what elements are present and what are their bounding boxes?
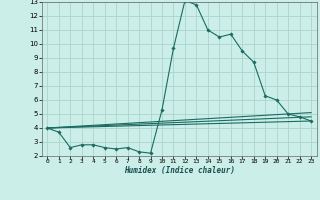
X-axis label: Humidex (Indice chaleur): Humidex (Indice chaleur) <box>124 166 235 175</box>
